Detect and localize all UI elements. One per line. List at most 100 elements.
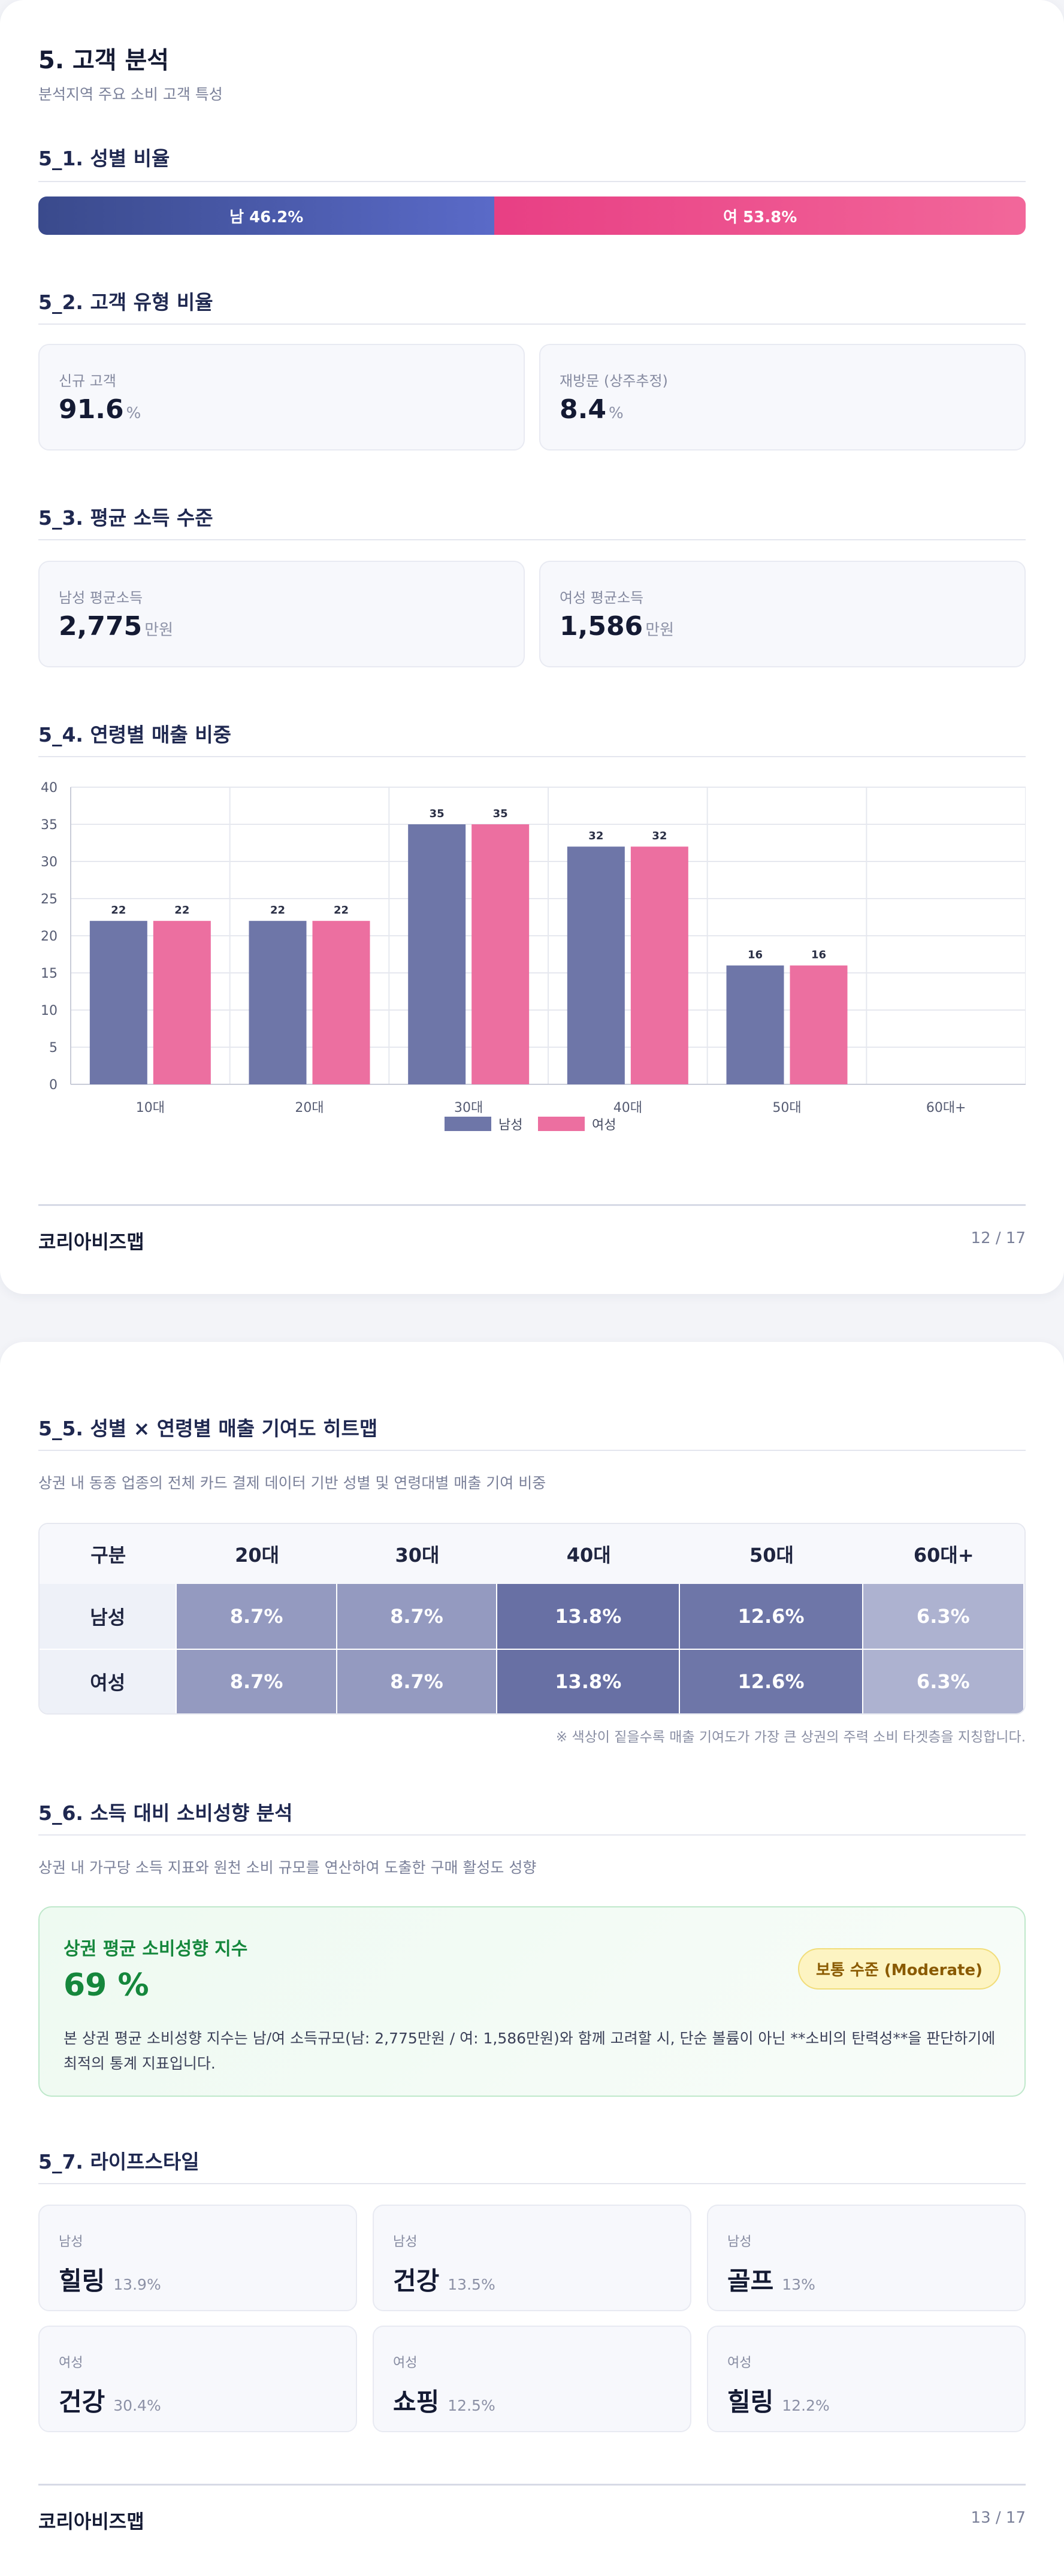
- x-tick-label: 40대: [613, 1100, 642, 1115]
- new-customer-value: 91.6%: [59, 394, 141, 425]
- heatmap-header-cell: 20대: [235, 1544, 280, 1567]
- female-ratio-segment: 여 53.8%: [494, 196, 1026, 235]
- returning-customer-number: 8.4: [560, 394, 606, 425]
- lifestyle-item: 건강 30.4%: [59, 2382, 161, 2418]
- propensity-card: 상권 평균 소비성향 지수 69 % 보통 수준 (Moderate) 본 상권…: [38, 1906, 1026, 2097]
- heatmap-header-cell: 30대: [395, 1544, 440, 1567]
- returning-customer-card: 재방문 (상주추정) 8.4%: [539, 344, 1026, 451]
- new-customer-label: 신규 고객: [59, 373, 116, 389]
- footer-divider: [38, 1204, 1026, 1206]
- age-sales-heading: 5_4. 연령별 매출 비중: [38, 723, 231, 746]
- section-divider: [38, 756, 1026, 757]
- lifestyle-percent: 13.9%: [113, 2276, 161, 2293]
- x-tick-label: 50대: [772, 1100, 801, 1115]
- returning-customer-label: 재방문 (상주추정): [560, 373, 668, 389]
- heatmap-description: 상권 내 동종 업종의 전체 카드 결제 데이터 기반 성별 및 연령대별 매출…: [38, 1474, 546, 1492]
- income-heading: 5_3. 평균 소득 수준: [38, 506, 213, 530]
- x-tick-label: 60대+: [926, 1100, 966, 1115]
- propensity-heading: 5_6. 소득 대비 소비성향 분석: [38, 1801, 293, 1825]
- lifestyle-card: 남성 골프 13%: [707, 2205, 1026, 2311]
- lifestyle-name: 쇼핑: [393, 2387, 440, 2417]
- heatmap-header-row: 구분 20대 30대 40대 50대 60대+: [40, 1524, 1024, 1584]
- heatmap-header-cell: 50대: [749, 1544, 794, 1567]
- lifestyle-card: 남성 힐링 13.9%: [38, 2205, 357, 2311]
- data-label: 22: [111, 904, 126, 917]
- footer-page-number: 13 / 17: [971, 2509, 1026, 2527]
- footer-page-number: 12 / 17: [971, 1229, 1026, 1247]
- heatmap-header-cell: 60대+: [913, 1544, 974, 1567]
- report-page-12: 5. 고객 분석 분석지역 주요 소비 고객 특성 5_1. 성별 비율 남 4…: [0, 0, 1064, 1294]
- section-divider: [38, 1834, 1026, 1836]
- male-income-number: 2,775: [59, 611, 143, 642]
- data-label: 35: [493, 808, 508, 820]
- data-label: 32: [652, 830, 667, 842]
- data-label: 35: [430, 808, 445, 820]
- y-tick-label: 10: [41, 1003, 58, 1018]
- data-label: 16: [748, 949, 763, 962]
- new-customer-number: 91.6: [59, 394, 124, 425]
- section-divider: [38, 539, 1026, 540]
- lifestyle-item: 힐링 12.2%: [727, 2382, 830, 2418]
- female-income-label: 여성 평균소득: [560, 589, 644, 606]
- male-income-value: 2,775 만원: [59, 611, 173, 642]
- lifestyle-percent: 13%: [782, 2276, 815, 2293]
- lifestyle-name: 골프: [727, 2266, 774, 2296]
- y-tick-label: 0: [49, 1078, 58, 1093]
- bar-male: [249, 921, 307, 1084]
- section-divider: [38, 181, 1026, 182]
- x-tick-label: 30대: [454, 1100, 483, 1115]
- heatmap-cell: 6.3%: [863, 1650, 1024, 1713]
- legend-label: 여성: [592, 1118, 616, 1133]
- currency-unit: 만원: [144, 621, 174, 639]
- bar-male: [89, 921, 147, 1084]
- propensity-index-value: 69 %: [64, 1967, 149, 2003]
- heatmap-note: ※ 색상이 짙을수록 매출 기여도가 가장 큰 상권의 주력 소비 타겟층을 지…: [555, 1730, 1026, 1745]
- legend-label: 남성: [498, 1118, 522, 1133]
- heatmap-cell: 8.7%: [177, 1650, 337, 1713]
- legend-swatch: [538, 1117, 585, 1131]
- lifestyle-item: 힐링 13.9%: [59, 2261, 161, 2297]
- heatmap-heading: 5_5. 성별 × 연령별 매출 기여도 히트맵: [38, 1417, 378, 1440]
- page-title: 5. 고객 분석: [38, 47, 170, 74]
- heatmap-cell: 8.7%: [337, 1650, 498, 1713]
- heatmap-row-label: 남성: [40, 1584, 177, 1649]
- lifestyle-item: 쇼핑 12.5%: [393, 2382, 495, 2418]
- bar-female: [790, 965, 848, 1084]
- y-tick-label: 25: [41, 892, 58, 907]
- heatmap-cell: 12.6%: [680, 1584, 863, 1649]
- lifestyle-heading: 5_7. 라이프스타일: [38, 2150, 200, 2173]
- new-customer-card: 신규 고객 91.6%: [38, 344, 525, 451]
- gender-ratio-bar: 남 46.2% 여 53.8%: [38, 196, 1026, 235]
- age-sales-bar-chart: 0 5 10 15 20 25 30 35 40 22 22 10대 22 22 20대 35 35 30대 32 3…: [41, 781, 1026, 1133]
- footer-brand: 코리아비즈맵: [38, 2510, 144, 2533]
- y-tick-label: 15: [41, 966, 58, 981]
- female-income-value: 1,586 만원: [560, 611, 674, 642]
- gender-ratio-heading: 5_1. 성별 비율: [38, 147, 170, 170]
- data-label: 32: [588, 830, 603, 842]
- lifestyle-item: 골프 13%: [727, 2261, 815, 2297]
- heatmap-row-male: 남성 8.7% 8.7% 13.8% 12.6% 6.3%: [40, 1584, 1024, 1649]
- male-income-label: 남성 평균소득: [59, 589, 143, 606]
- lifestyle-name: 건강: [59, 2387, 105, 2417]
- male-ratio-segment: 남 46.2%: [38, 196, 495, 235]
- report-page-13: 5_5. 성별 × 연령별 매출 기여도 히트맵 상권 내 동종 업종의 전체 …: [0, 1342, 1064, 2576]
- female-income-number: 1,586: [560, 611, 643, 642]
- x-tick-label: 20대: [295, 1100, 324, 1115]
- lifestyle-name: 힐링: [727, 2387, 774, 2417]
- propensity-body-text: 본 상권 평균 소비성향 지수는 남/여 소득규모(남: 2,775만원 / 여…: [64, 2030, 996, 2072]
- customer-type-heading: 5_2. 고객 유형 비율: [38, 291, 213, 314]
- heatmap-header-cell: 40대: [566, 1544, 611, 1567]
- data-label: 22: [270, 904, 285, 917]
- gender-age-heatmap: 구분 20대 30대 40대 50대 60대+ 남성 8.7% 8.7% 13.…: [38, 1523, 1026, 1715]
- heatmap-header-cell: 구분: [90, 1544, 126, 1567]
- lifestyle-gender: 여성: [727, 2356, 752, 2371]
- lifestyle-gender: 여성: [393, 2356, 418, 2371]
- section-divider: [38, 1450, 1026, 1451]
- lifestyle-percent: 12.2%: [782, 2397, 830, 2414]
- lifestyle-gender: 남성: [59, 2235, 83, 2250]
- lifestyle-gender: 남성: [727, 2235, 752, 2250]
- legend-swatch: [445, 1117, 491, 1131]
- heatmap-cell: 6.3%: [863, 1584, 1024, 1649]
- bar-female: [471, 824, 530, 1084]
- bar-female: [312, 921, 370, 1084]
